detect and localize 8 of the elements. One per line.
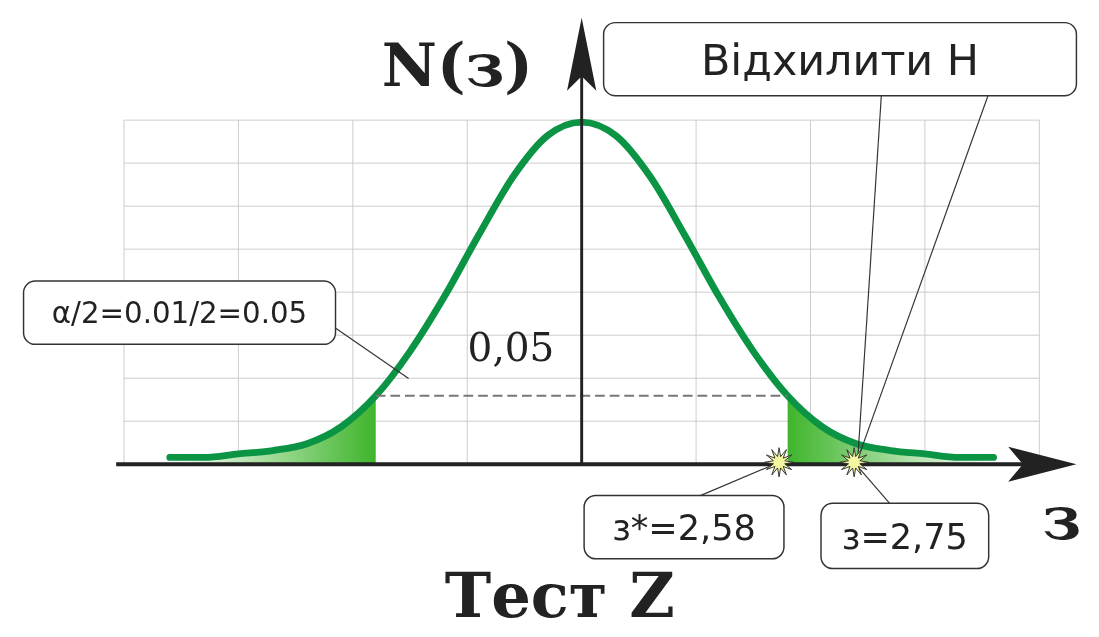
- annotation: α/2=0.01/2=0.05: [51, 296, 308, 331]
- text: Тест Z: [444, 558, 675, 633]
- text: Відхилити Н: [700, 34, 980, 85]
- y-axis-title: N(з): [381, 28, 533, 100]
- x-axis-title: з: [1042, 482, 1082, 554]
- text: з=2,75: [841, 515, 968, 557]
- annotation: 0,05: [467, 324, 555, 370]
- text: з*=2,58: [612, 506, 756, 548]
